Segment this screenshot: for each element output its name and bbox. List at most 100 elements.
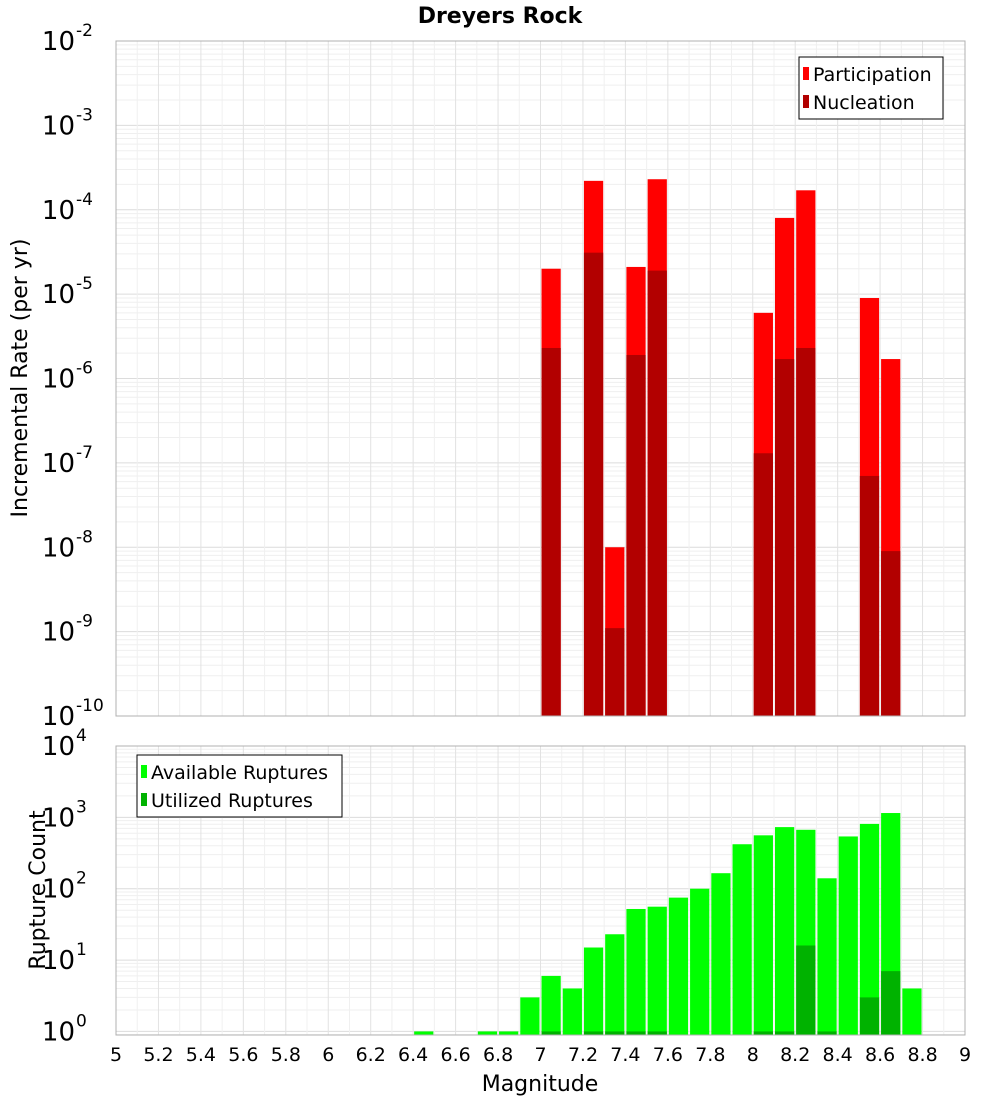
x-tick-label: 8.6 bbox=[865, 1044, 895, 1066]
top-bar-nucleation bbox=[796, 347, 816, 716]
x-tick-label: 6.2 bbox=[356, 1044, 386, 1066]
top-legend-label: Nucleation bbox=[813, 92, 915, 114]
x-tick-label: 5.8 bbox=[271, 1044, 301, 1066]
top-y-tick-exponent: -4 bbox=[76, 190, 93, 210]
top-bar-nucleation bbox=[605, 628, 625, 716]
top-y-tick-label: 10 bbox=[42, 196, 75, 226]
bottom-legend-swatch bbox=[141, 765, 147, 778]
x-tick-label: 8.8 bbox=[907, 1044, 937, 1066]
top-y-tick-label: 10 bbox=[42, 111, 75, 141]
x-tick-label: 6 bbox=[322, 1044, 334, 1066]
top-bar-nucleation bbox=[626, 354, 646, 716]
bottom-bar-available-ruptures bbox=[626, 908, 646, 1035]
bottom-bar-available-ruptures bbox=[817, 878, 837, 1035]
x-tick-label: 6.4 bbox=[398, 1044, 428, 1066]
x-tick-label: 7.2 bbox=[568, 1044, 598, 1066]
x-tick-label: 6.6 bbox=[440, 1044, 470, 1066]
bottom-legend-label: Available Ruptures bbox=[151, 762, 328, 784]
bottom-legend-swatch bbox=[141, 793, 147, 806]
bottom-bar-available-ruptures bbox=[711, 873, 731, 1035]
bottom-y-tick-exponent: 0 bbox=[76, 1011, 87, 1031]
x-tick-label: 5.4 bbox=[186, 1044, 216, 1066]
bottom-y-tick-label: 10 bbox=[42, 875, 75, 905]
bottom-bar-utilized-ruptures bbox=[817, 1031, 837, 1035]
x-tick-label: 7.6 bbox=[653, 1044, 683, 1066]
top-y-tick-exponent: -3 bbox=[76, 105, 93, 125]
top-y-tick-exponent: -7 bbox=[76, 443, 93, 463]
bottom-bar-utilized-ruptures bbox=[626, 1031, 646, 1035]
top-y-tick-label: 10 bbox=[42, 702, 75, 732]
bottom-bar-available-ruptures bbox=[902, 988, 922, 1035]
x-axis-ticks: 5 5.2 5.4 5.6 5.8 6 6.2 6.4 6.6 6.8 7 7.2 7.4 7.6 7.8 8… bbox=[110, 1044, 971, 1066]
bottom-y-axis-label: Rupture Count bbox=[26, 810, 51, 970]
bottom-y-tick-exponent: 4 bbox=[76, 726, 87, 746]
x-tick-label: 6.8 bbox=[483, 1044, 513, 1066]
bottom-legend: Available Ruptures Utilized Ruptures bbox=[136, 754, 343, 818]
bottom-plot-border bbox=[115, 745, 966, 1036]
x-tick-label: 5 bbox=[110, 1044, 122, 1066]
bottom-y-tick-exponent: 2 bbox=[76, 869, 87, 889]
x-tick-label: 5.6 bbox=[228, 1044, 258, 1066]
bottom-y-tick-label: 10 bbox=[42, 803, 75, 833]
bottom-bar-available-ruptures bbox=[414, 1031, 434, 1035]
top-plot-border bbox=[115, 40, 966, 717]
top-bar-nucleation bbox=[583, 252, 604, 716]
bottom-y-tick-exponent: 1 bbox=[76, 940, 87, 960]
bottom-y-tick-label: 10 bbox=[42, 732, 75, 762]
bottom-bar-utilized-ruptures bbox=[774, 1031, 795, 1035]
top-legend-label: Participation bbox=[813, 64, 932, 86]
top-legend-swatch bbox=[803, 67, 809, 80]
bottom-bar-available-ruptures bbox=[562, 988, 582, 1035]
bottom-bar-available-ruptures bbox=[647, 906, 667, 1035]
top-y-tick-label: 10 bbox=[42, 533, 75, 563]
top-y-tick-exponent: -5 bbox=[76, 274, 93, 294]
bottom-bar-utilized-ruptures bbox=[881, 971, 901, 1035]
top-y-axis-label: Incremental Rate (per yr) bbox=[8, 239, 33, 518]
top-y-tick-exponent: -2 bbox=[76, 21, 93, 41]
x-axis-label: Magnitude bbox=[482, 1072, 599, 1097]
top-y-tick-label: 10 bbox=[42, 27, 75, 57]
bottom-bar-utilized-ruptures bbox=[605, 1031, 625, 1035]
bottom-bar-available-ruptures bbox=[541, 975, 561, 1035]
bottom-bar-available-ruptures bbox=[668, 897, 689, 1035]
top-bar-nucleation bbox=[647, 270, 667, 716]
top-bar-nucleation bbox=[859, 475, 880, 716]
x-tick-label: 8 bbox=[747, 1044, 759, 1066]
bottom-bar-available-ruptures bbox=[732, 844, 752, 1035]
top-legend: Participation Nucleation bbox=[798, 56, 944, 120]
bottom-bar-available-ruptures bbox=[838, 836, 858, 1035]
bottom-y-tick-exponent: 3 bbox=[76, 797, 87, 817]
bottom-y-tick-label: 10 bbox=[42, 946, 75, 976]
top-bar-nucleation bbox=[881, 551, 901, 716]
bottom-bar-utilized-ruptures bbox=[583, 1031, 604, 1035]
top-y-tick-label: 10 bbox=[42, 449, 75, 479]
top-y-tick-exponent: -8 bbox=[76, 527, 93, 547]
top-legend-box bbox=[798, 56, 944, 120]
x-tick-label: 7.8 bbox=[695, 1044, 725, 1066]
bottom-y-tick-label: 10 bbox=[42, 1017, 75, 1047]
bottom-bar-utilized-ruptures bbox=[753, 1031, 773, 1035]
x-tick-label: 9 bbox=[959, 1044, 971, 1066]
top-bar-nucleation bbox=[541, 347, 561, 716]
top-bar-nucleation bbox=[774, 359, 795, 716]
top-y-tick-label: 10 bbox=[42, 280, 75, 310]
bottom-legend-label: Utilized Ruptures bbox=[151, 790, 313, 812]
bottom-bar-available-ruptures bbox=[690, 888, 710, 1035]
bottom-bar-available-ruptures bbox=[499, 1031, 519, 1035]
chart-title: Dreyers Rock bbox=[418, 4, 584, 29]
x-tick-label: 7.4 bbox=[610, 1044, 640, 1066]
bottom-bar-available-ruptures bbox=[477, 1031, 498, 1035]
x-tick-label: 5.2 bbox=[143, 1044, 173, 1066]
bottom-bar-available-ruptures bbox=[520, 997, 540, 1035]
bottom-bar-available-ruptures bbox=[583, 947, 604, 1035]
bottom-legend-box bbox=[136, 754, 343, 818]
x-tick-label: 7 bbox=[534, 1044, 546, 1066]
bottom-bar-available-ruptures bbox=[774, 827, 795, 1035]
top-y-tick-label: 10 bbox=[42, 618, 75, 648]
bottom-bar-utilized-ruptures bbox=[647, 1031, 667, 1035]
bottom-bar-available-ruptures bbox=[859, 823, 880, 1035]
